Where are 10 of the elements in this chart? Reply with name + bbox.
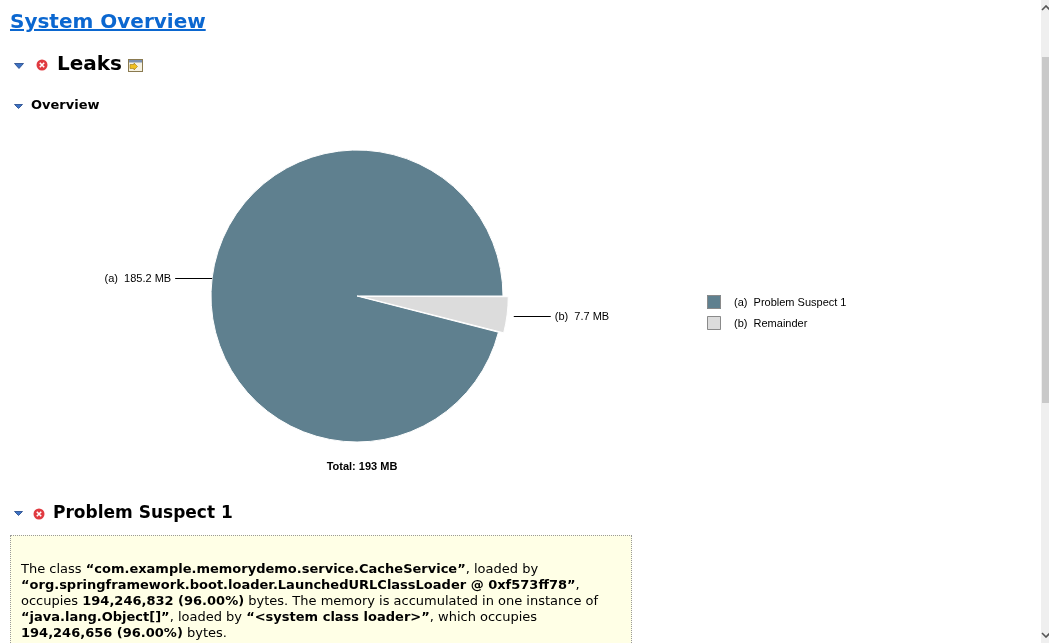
legend-label: (b) Remainder [734,317,808,330]
chart-subtitle: Leaks [57,50,123,76]
data-label: (b) 7.7 MB [554,310,610,323]
legend-label: (a) Problem Suspect 1 [734,296,847,309]
text: The class “com.example.memorydemo.service.CacheService”, loaded by “org.springframework.boot.loader.LaunchedURLClassLoader @ 0xf573ff78”, occupies 194,246,832 (96.00%) bytes. The memory is accumulated in one instance of “java.lang.Object[]”, loaded by “<system class loader>”, which occupies 194,246,656 (96.00%) bytes. [21,561,599,640]
data-label: (a) 185.2 MB [104,272,172,285]
text: Problem Suspect 1 [53,501,233,523]
text: Overview [31,97,100,113]
text: Total: 193 MB [326,460,398,473]
chart-title: System Overview [10,8,206,34]
